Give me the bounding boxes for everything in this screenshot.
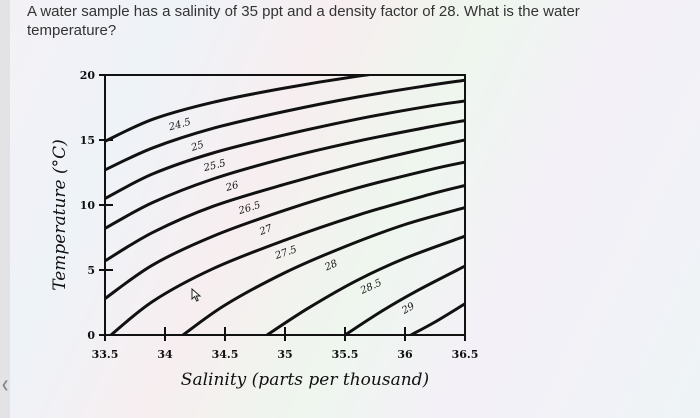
- density-curve-25: [105, 78, 465, 172]
- density-curve-27: [105, 160, 465, 300]
- x-tick-label: 34.5: [212, 348, 239, 361]
- curve-label: 25: [189, 139, 205, 154]
- curve-label: 26.5: [236, 200, 261, 217]
- curve-label: 24.5: [167, 117, 192, 134]
- y-tick-label: 10: [80, 199, 96, 212]
- y-tick-label: 20: [80, 69, 96, 82]
- left-scroll-strip: ❮: [0, 0, 10, 418]
- curve-label: 27: [257, 223, 274, 238]
- x-tick-label: 36: [397, 348, 413, 361]
- y-tick-label: 15: [80, 134, 95, 147]
- mouse-cursor-icon: [191, 288, 202, 302]
- density-curve-25-5: [105, 99, 465, 200]
- curve-label: 25.5: [202, 158, 227, 174]
- density-curve-24-5: [105, 75, 378, 143]
- curve-label: 27.5: [273, 244, 299, 262]
- x-tick-label: 36.5: [452, 348, 479, 361]
- curve-label: 28: [322, 258, 339, 274]
- density-curve-28: [182, 206, 465, 335]
- x-axis-title: Salinity (parts per thousand): [181, 370, 429, 390]
- y-tick-label: 5: [87, 264, 95, 277]
- density-curve-27-5: [110, 184, 465, 335]
- density-curve-unlabeled: [410, 302, 465, 335]
- density-curve-26: [105, 119, 465, 230]
- density-curve-28-5: [266, 234, 465, 335]
- curve-label: 28.5: [358, 277, 384, 297]
- x-tick-label: 33.5: [92, 348, 119, 361]
- x-tick-label: 35: [277, 348, 292, 361]
- chevron-left-icon[interactable]: ❮: [1, 380, 10, 391]
- density-curve-26-5: [105, 138, 465, 263]
- curve-label: 29: [399, 301, 417, 318]
- y-axis-title: Temperature (°C): [50, 139, 70, 291]
- curve-label: 26: [224, 180, 241, 195]
- y-tick-label: 0: [87, 329, 95, 342]
- question-text: A water sample has a salinity of 35 ppt …: [27, 3, 580, 39]
- x-tick-label: 34: [157, 348, 173, 361]
- density-curve-29: [344, 264, 465, 335]
- x-tick-label: 35.5: [332, 348, 359, 361]
